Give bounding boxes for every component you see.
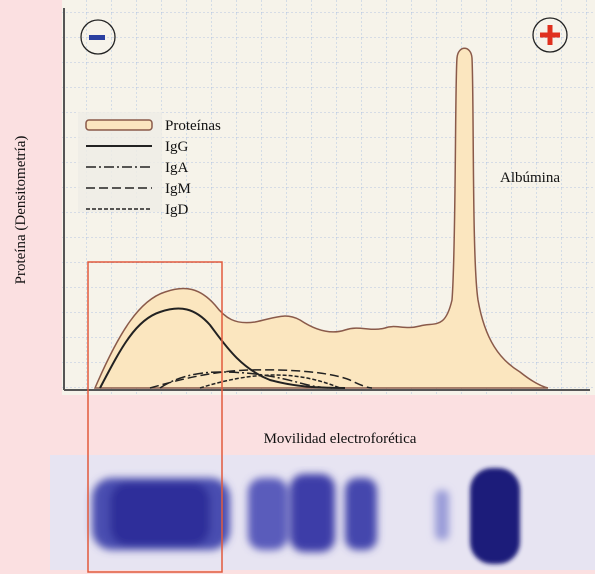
x-axis-label: Movilidad electroforética	[264, 431, 417, 447]
annotation: Albúmina	[500, 170, 560, 186]
igg-curve	[99, 307, 346, 389]
y-axis-label: Proteína (Densitometría)	[13, 136, 29, 285]
cathode-icon	[80, 19, 116, 55]
protein-curve	[93, 47, 549, 389]
gel-bands	[92, 474, 449, 552]
legend-label: IgG	[165, 139, 188, 155]
legend-label: IgD	[165, 202, 188, 218]
minus-sign	[89, 35, 105, 40]
legend-label: IgA	[165, 160, 188, 176]
plus-sign	[540, 25, 560, 45]
legend-swatch	[85, 119, 153, 131]
albumin-band	[470, 468, 520, 564]
highlight-box	[87, 261, 223, 573]
anode-icon	[532, 17, 568, 53]
legend-label: Proteínas	[165, 118, 221, 134]
legend-label: IgM	[165, 181, 191, 197]
igm-curve	[149, 369, 373, 389]
